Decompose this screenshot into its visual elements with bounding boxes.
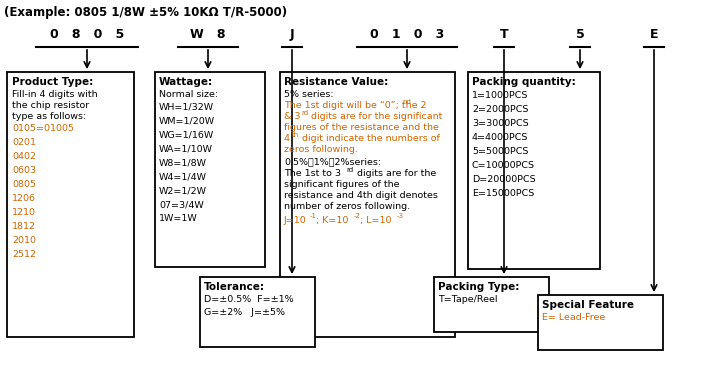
- Text: th: th: [292, 132, 299, 138]
- Text: Special Feature: Special Feature: [542, 300, 634, 310]
- Text: 5: 5: [575, 28, 585, 41]
- Text: 3=3000PCS: 3=3000PCS: [472, 119, 529, 128]
- Text: WM=1/20W: WM=1/20W: [159, 116, 215, 125]
- Text: WG=1/16W: WG=1/16W: [159, 130, 214, 139]
- Text: 0   8   0   5: 0 8 0 5: [50, 28, 124, 41]
- Text: E= Lead-Free: E= Lead-Free: [542, 313, 605, 322]
- Bar: [7, 72, 134, 337]
- Text: the chip resistor: the chip resistor: [12, 101, 89, 110]
- Text: type as follows:: type as follows:: [12, 112, 86, 121]
- Text: number of zeros following.: number of zeros following.: [284, 202, 410, 211]
- Text: WA=1/10W: WA=1/10W: [159, 144, 213, 153]
- Text: -3: -3: [397, 213, 404, 219]
- Bar: [468, 72, 600, 269]
- Text: Tolerance:: Tolerance:: [204, 282, 265, 292]
- Text: The 1st to 3: The 1st to 3: [284, 169, 341, 178]
- Text: 0.5%、1%、2%series:: 0.5%、1%、2%series:: [284, 157, 381, 166]
- Text: 1W=1W: 1W=1W: [159, 214, 198, 223]
- Bar: [155, 72, 265, 267]
- Text: T: T: [500, 28, 508, 41]
- Text: digits are for the significant: digits are for the significant: [308, 112, 443, 121]
- Text: J: J: [289, 28, 294, 41]
- Text: rd: rd: [346, 167, 353, 173]
- Text: & 3: & 3: [284, 112, 301, 121]
- Text: 1210: 1210: [12, 208, 36, 217]
- Text: W2=1/2W: W2=1/2W: [159, 186, 207, 195]
- Text: Packing quantity:: Packing quantity:: [472, 77, 576, 87]
- Text: -2: -2: [354, 213, 361, 219]
- Text: Normal size:: Normal size:: [159, 90, 218, 99]
- Text: 0201: 0201: [12, 138, 36, 147]
- Text: W8=1/8W: W8=1/8W: [159, 158, 207, 167]
- Text: (Example: 0805 1/8W ±5% 10KΩ T/R-5000): (Example: 0805 1/8W ±5% 10KΩ T/R-5000): [4, 6, 287, 19]
- Text: figures of the resistance and the: figures of the resistance and the: [284, 123, 439, 132]
- Text: 0603: 0603: [12, 166, 36, 175]
- Text: D=±0.5%  F=±1%: D=±0.5% F=±1%: [204, 295, 294, 304]
- Text: 1206: 1206: [12, 194, 36, 203]
- Text: J=10: J=10: [284, 216, 306, 225]
- Text: Fill-in 4 digits with: Fill-in 4 digits with: [12, 90, 97, 99]
- Text: digits are for the: digits are for the: [354, 169, 436, 178]
- Text: nd: nd: [402, 99, 411, 105]
- Text: Resistance Value:: Resistance Value:: [284, 77, 388, 87]
- Bar: [434, 277, 549, 332]
- Text: 0805: 0805: [12, 180, 36, 189]
- Text: W4=1/4W: W4=1/4W: [159, 172, 207, 181]
- Bar: [538, 295, 663, 350]
- Text: W   8: W 8: [190, 28, 226, 41]
- Text: 1812: 1812: [12, 222, 36, 231]
- Text: -1: -1: [310, 213, 317, 219]
- Text: Packing Type:: Packing Type:: [438, 282, 520, 292]
- Text: resistance and 4th digit denotes: resistance and 4th digit denotes: [284, 191, 438, 200]
- Text: digit indicate the numbers of: digit indicate the numbers of: [299, 134, 440, 143]
- Text: 5=5000PCS: 5=5000PCS: [472, 147, 528, 156]
- Text: 1=1000PCS: 1=1000PCS: [472, 91, 528, 100]
- Text: G=±2%   J=±5%: G=±2% J=±5%: [204, 308, 285, 317]
- Text: Wattage:: Wattage:: [159, 77, 213, 87]
- Text: The 1st digit will be “0”; the 2: The 1st digit will be “0”; the 2: [284, 101, 426, 110]
- Text: 5% series:: 5% series:: [284, 90, 334, 99]
- Text: 0105=01005: 0105=01005: [12, 124, 74, 133]
- Bar: [280, 72, 455, 337]
- Text: 2512: 2512: [12, 250, 36, 259]
- Text: 4=4000PCS: 4=4000PCS: [472, 133, 528, 142]
- Text: ; L=10: ; L=10: [360, 216, 392, 225]
- Text: 2=2000PCS: 2=2000PCS: [472, 105, 528, 114]
- Text: 4: 4: [284, 134, 290, 143]
- Bar: [200, 277, 315, 347]
- Text: T=Tape/Reel: T=Tape/Reel: [438, 295, 498, 304]
- Text: ; K=10: ; K=10: [316, 216, 348, 225]
- Text: rd: rd: [301, 110, 308, 116]
- Text: WH=1/32W: WH=1/32W: [159, 102, 214, 111]
- Text: D=20000PCS: D=20000PCS: [472, 175, 536, 184]
- Text: 0402: 0402: [12, 152, 36, 161]
- Text: Product Type:: Product Type:: [12, 77, 93, 87]
- Text: significant figures of the: significant figures of the: [284, 180, 400, 189]
- Text: E=15000PCS: E=15000PCS: [472, 189, 534, 198]
- Text: zeros following.: zeros following.: [284, 145, 358, 154]
- Text: 07=3/4W: 07=3/4W: [159, 200, 204, 209]
- Text: 0   1   0   3: 0 1 0 3: [370, 28, 444, 41]
- Text: 2010: 2010: [12, 236, 36, 245]
- Text: C=10000PCS: C=10000PCS: [472, 161, 535, 170]
- Text: E: E: [650, 28, 658, 41]
